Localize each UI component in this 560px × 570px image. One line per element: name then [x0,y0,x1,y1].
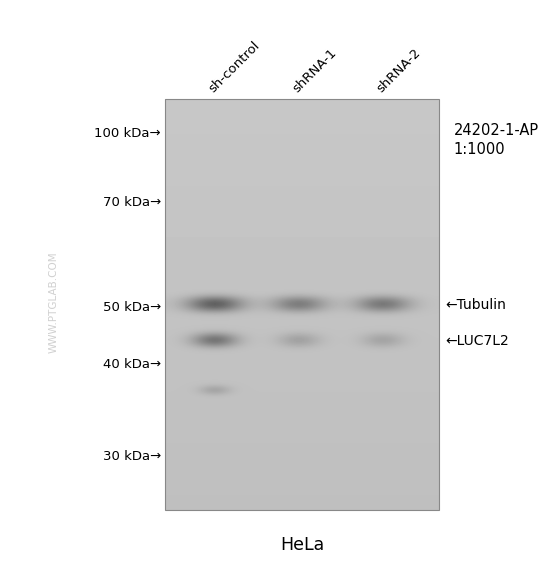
Text: 70 kDa→: 70 kDa→ [102,196,161,209]
Text: 100 kDa→: 100 kDa→ [95,128,161,140]
Text: 50 kDa→: 50 kDa→ [102,302,161,314]
Text: 24202-1-AP
1:1000: 24202-1-AP 1:1000 [454,123,539,157]
Text: sh-control: sh-control [207,39,263,95]
Text: 40 kDa→: 40 kDa→ [103,359,161,371]
Text: ←Tubulin: ←Tubulin [445,298,506,312]
Bar [165,99,439,510]
Text: shRNA-1: shRNA-1 [291,46,339,95]
Text: shRNA-2: shRNA-2 [375,46,423,95]
Text: HeLa: HeLa [280,536,325,554]
Text: WWW.PTGLAB.COM: WWW.PTGLAB.COM [48,251,58,353]
Text: 30 kDa→: 30 kDa→ [102,450,161,462]
Text: ←LUC7L2: ←LUC7L2 [445,334,508,348]
